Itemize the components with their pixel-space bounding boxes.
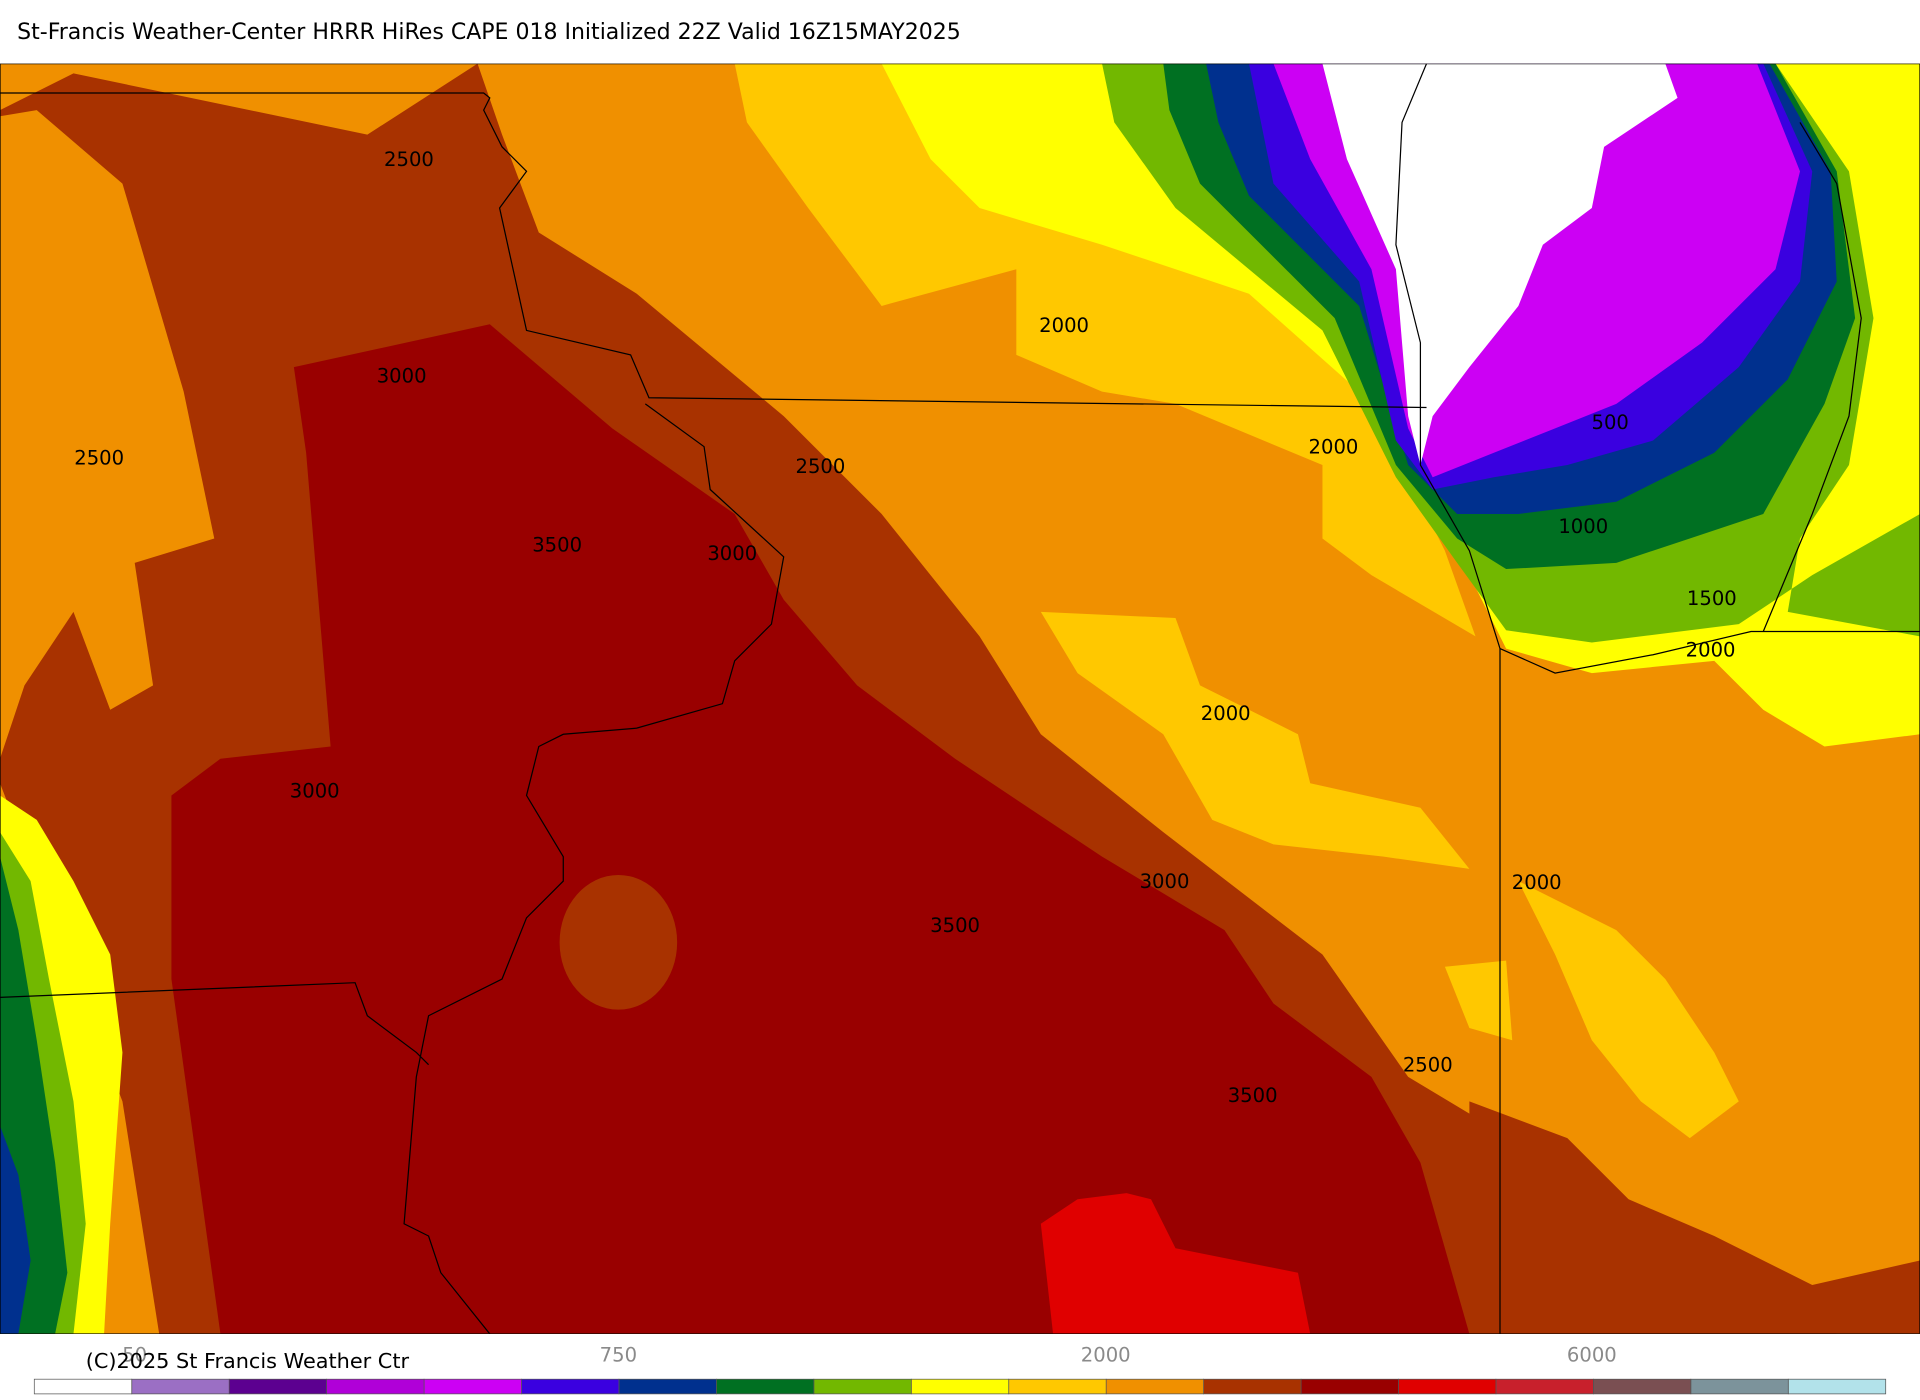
contour-label: 3000 (377, 364, 427, 387)
cape-1500-area (881, 63, 1409, 466)
cape-2000-area (1518, 881, 1739, 1139)
state-border (1499, 630, 1920, 674)
colorbar-label: 6000 (1567, 1343, 1617, 1366)
state-border (0, 982, 430, 1066)
colorbar: 50 750 2000 6000 (C)2025 St Francis Weat… (33, 1343, 1887, 1395)
contour-label: 2500 (1403, 1053, 1453, 1076)
colorbar-swatch (716, 1378, 815, 1395)
colorbar-label: 750 (600, 1343, 637, 1366)
colorbar-swatch (813, 1378, 912, 1395)
map-panel: 2500 3000 2500 3500 3000 2500 2000 2000 … (0, 63, 1920, 1334)
colorbar-swatch (521, 1378, 620, 1395)
cape-zero-area (1322, 63, 1678, 466)
colorbar-label: 2000 (1081, 1343, 1131, 1366)
colorbar-swatch (618, 1378, 717, 1395)
cape-2000-area (1444, 960, 1513, 1041)
colorbar-swatch (33, 1378, 133, 1395)
cape-2500-area (559, 875, 678, 1010)
cape-2000-area (734, 63, 1476, 637)
contour-label: 3500 (1228, 1084, 1278, 1107)
contour-label: 500 (1592, 411, 1629, 434)
cape-4000-area (1040, 1193, 1311, 1334)
colorbar-swatch (910, 1378, 1010, 1395)
colorbar-swatch (1203, 1378, 1302, 1395)
contour-label: 2000 (1039, 314, 1089, 337)
cape-2000-area (0, 110, 215, 759)
title: St-Francis Weather-Center HRRR HiRes CAP… (17, 20, 961, 45)
copyright: (C)2025 St Francis Weather Ctr (86, 1349, 410, 1373)
colorbar-swatch (1300, 1378, 1399, 1395)
state-border (403, 403, 785, 1334)
contour-label: 2500 (74, 446, 124, 469)
state-border (1762, 122, 1862, 632)
colorbar-swatch (228, 1378, 327, 1395)
colorbar-swatch (1690, 1378, 1789, 1395)
contour-label: 2000 (1309, 435, 1359, 458)
contour-label: 3500 (532, 533, 582, 556)
contour-labels: 2500 3000 2500 3500 3000 2500 2000 2000 … (74, 148, 1736, 1107)
contour-label: 3000 (290, 779, 340, 802)
state-border (0, 92, 1427, 409)
colorbar-swatch (1398, 1378, 1497, 1395)
cape-3000-area (171, 324, 1470, 1334)
colorbar-swatch (1105, 1378, 1204, 1395)
contour-label: 2000 (1201, 702, 1251, 725)
cape-500-area (0, 1125, 31, 1334)
contour-label: 3000 (707, 542, 757, 565)
colorbar-label: 50 (122, 1343, 147, 1366)
state-border (1395, 63, 1501, 1334)
colorbar-swatch (423, 1378, 522, 1395)
contour-label: 1000 (1558, 515, 1608, 538)
colorbar-swatch (1787, 1378, 1887, 1395)
contour-label: 3500 (930, 914, 980, 937)
colorbar-swatch (1495, 1378, 1594, 1395)
contour-label: 3000 (1140, 870, 1190, 893)
colorbar-swatch (131, 1378, 230, 1395)
contour-label: 2500 (384, 148, 434, 171)
cape-2000-area (1040, 611, 1470, 869)
colorbar-swatch (1593, 1378, 1692, 1395)
cape-2500-area (1469, 1101, 1920, 1334)
contour-label: 2000 (1512, 871, 1562, 894)
contour-label: 1500 (1687, 587, 1737, 610)
colorbar-swatch (326, 1378, 425, 1395)
contour-label: 2500 (795, 455, 845, 478)
contour-label: 2000 (1686, 639, 1736, 662)
colorbar-swatch (1008, 1378, 1107, 1395)
